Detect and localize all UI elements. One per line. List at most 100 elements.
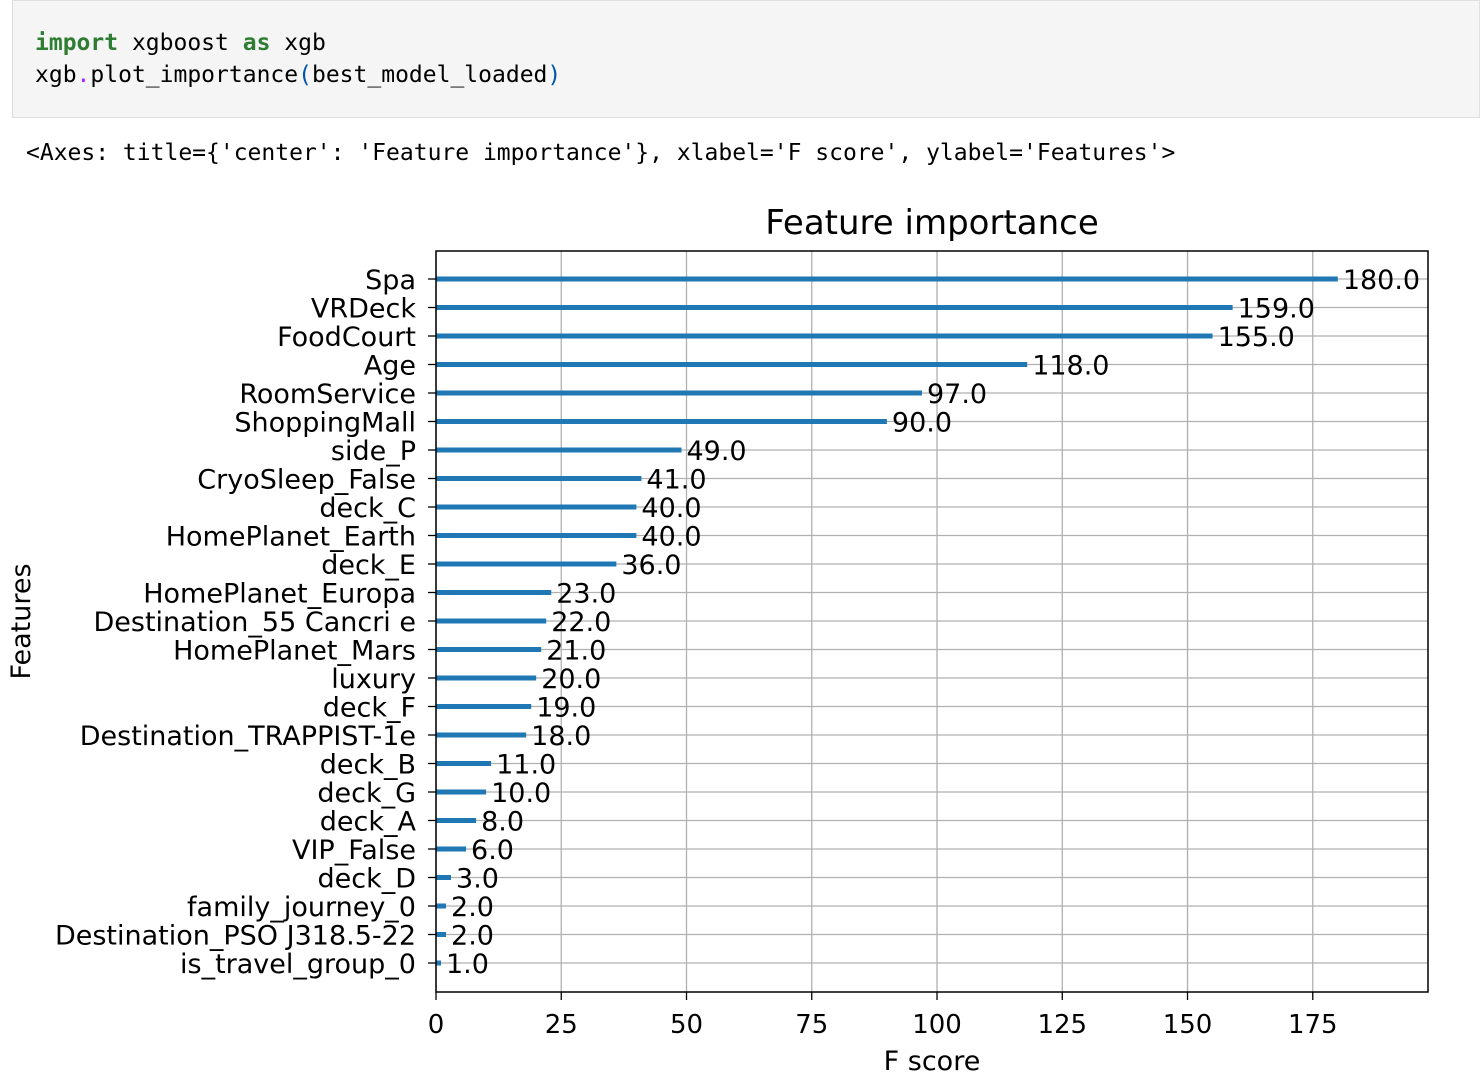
x-tick-label: 175: [1288, 1010, 1338, 1040]
y-tick-label: VRDeck: [311, 294, 416, 325]
bar-value-label: 159.0: [1238, 294, 1315, 325]
y-tick-label: VIP_False: [292, 835, 416, 866]
bar: [436, 362, 1028, 367]
y-tick-label: RoomService: [239, 379, 416, 410]
y-tick-label: is_travel_group_0: [180, 949, 416, 980]
keyword-as: as: [242, 30, 271, 56]
x-tick-label: 50: [670, 1010, 703, 1040]
y-tick-label: HomePlanet_Europa: [143, 579, 416, 610]
bar: [436, 732, 527, 738]
y-tick-label: HomePlanet_Mars: [173, 636, 416, 667]
bar: [436, 561, 617, 567]
x-tick-label: 75: [795, 1010, 828, 1040]
bar: [436, 533, 637, 538]
bar: [436, 276, 1338, 282]
bar: [436, 789, 487, 795]
code-text: xgb: [35, 62, 77, 88]
bar-value-label: 2.0: [451, 892, 494, 923]
bar: [436, 932, 447, 937]
y-tick-label: deck_D: [317, 864, 416, 895]
bar-value-label: 49.0: [686, 436, 746, 467]
bar-value-label: 20.0: [541, 664, 601, 695]
code-text: best_model_loaded: [311, 62, 548, 88]
bar-value-label: 3.0: [456, 864, 499, 895]
bar: [436, 590, 552, 595]
y-tick-label: CryoSleep_False: [197, 465, 416, 496]
bar-value-label: 2.0: [451, 921, 494, 952]
bar: [436, 476, 642, 481]
y-tick-label: deck_C: [319, 493, 416, 524]
y-tick-label: deck_G: [317, 778, 416, 809]
bar: [436, 675, 537, 681]
y-tick-label: deck_F: [323, 693, 416, 724]
y-tick-label: luxury: [331, 664, 416, 695]
bar-value-label: 36.0: [621, 550, 681, 581]
bar-value-label: 6.0: [471, 835, 514, 866]
chart-title: Feature importance: [765, 203, 1099, 243]
x-tick-label: 25: [545, 1010, 578, 1040]
y-tick-label: Spa: [365, 265, 416, 296]
x-tick-label: 125: [1037, 1010, 1087, 1040]
bar-value-label: 8.0: [481, 807, 524, 838]
y-tick-label: side_P: [331, 436, 416, 467]
y-tick-label: Destination_TRAPPIST-1e: [80, 721, 416, 752]
y-tick-label: deck_A: [320, 807, 417, 838]
y-tick-label: HomePlanet_Earth: [166, 522, 416, 553]
y-tick-label: FoodCourt: [277, 322, 416, 353]
bar-value-label: 97.0: [927, 379, 987, 410]
bar-value-label: 23.0: [556, 579, 616, 610]
code-text: plot_importance: [90, 62, 299, 88]
y-tick-label: deck_B: [320, 750, 416, 781]
bar-value-label: 90.0: [892, 408, 952, 439]
bar-value-label: 1.0: [446, 949, 489, 980]
code-text: xgboost: [118, 30, 243, 56]
cell-output-text: <Axes: title={'center': 'Feature importa…: [26, 140, 1176, 166]
bar: [436, 618, 547, 624]
bar-value-label: 21.0: [546, 636, 606, 667]
x-tick-label: 100: [912, 1010, 962, 1040]
bar: [436, 647, 542, 652]
x-axis-label: F score: [884, 1046, 981, 1077]
y-tick-label: ShoppingMall: [234, 408, 416, 439]
y-tick-label: Destination_55 Cancri e: [93, 607, 416, 638]
code-cell[interactable]: import xgboost as xgb xgb.plot_importanc…: [12, 0, 1480, 118]
bar-value-label: 155.0: [1218, 322, 1295, 353]
bar: [436, 875, 452, 880]
bar-layer: [436, 276, 1338, 966]
bar-value-label: 40.0: [641, 522, 701, 553]
code-paren: ): [547, 62, 562, 88]
code-paren: (: [298, 62, 312, 88]
bar: [436, 818, 477, 823]
keyword-import: import: [35, 30, 119, 56]
y-axis-label: Features: [6, 563, 37, 679]
bar: [436, 419, 887, 424]
bar-value-label: 118.0: [1032, 351, 1109, 382]
bar-value-label: 19.0: [536, 693, 596, 724]
code-editor[interactable]: import xgboost as xgb xgb.plot_importanc…: [35, 27, 561, 91]
bar: [436, 846, 467, 852]
bar: [436, 504, 637, 510]
bar: [436, 704, 532, 709]
bar-value-label: 41.0: [646, 465, 706, 496]
y-tick-label: Destination_PSO J318.5-22: [55, 921, 416, 952]
x-tick-label: 150: [1163, 1010, 1213, 1040]
bar-value-label: 40.0: [641, 493, 701, 524]
y-tick-label: family_journey_0: [187, 892, 416, 923]
bar: [436, 960, 442, 966]
bar-value-label: 22.0: [551, 607, 611, 638]
bar: [436, 903, 447, 909]
bar-value-label: 180.0: [1343, 265, 1420, 296]
bar-value-label: 18.0: [531, 721, 591, 752]
x-tick-label: 0: [428, 1010, 445, 1040]
bar: [436, 761, 492, 766]
y-tick-label: deck_E: [321, 550, 416, 581]
code-operator: .: [76, 62, 91, 88]
bar: [436, 305, 1233, 310]
y-tick-label: Age: [364, 351, 416, 382]
tick-layer: 0 25 50 75 100 125 150 175 Spa 180.0 VRDeck 159.0 Fo…: [55, 265, 1420, 1040]
bar: [436, 447, 682, 453]
bar: [436, 333, 1213, 339]
bar-value-label: 11.0: [496, 750, 556, 781]
code-text: xgb: [270, 30, 326, 56]
